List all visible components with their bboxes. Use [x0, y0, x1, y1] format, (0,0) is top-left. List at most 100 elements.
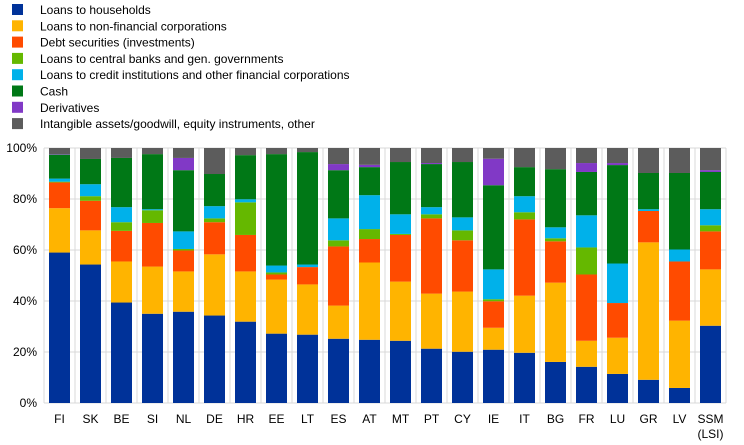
bar-segment: [576, 215, 597, 248]
x-tick-label-line: LV: [673, 412, 687, 426]
y-tick-label: 0%: [20, 396, 38, 410]
bar-segment: [235, 148, 256, 156]
bar-segment: [514, 167, 535, 197]
bar-segment: [483, 158, 504, 186]
bar-segment: [452, 291, 473, 352]
x-tick-label: CY: [454, 412, 471, 426]
bar-segment: [266, 333, 287, 403]
bar-segment: [483, 185, 504, 270]
legend-item: Loans to central banks and gen. governme…: [12, 52, 284, 66]
bar-stack: [545, 148, 566, 403]
bar-stack: [421, 148, 442, 403]
x-tick-label-line: NL: [176, 412, 192, 426]
legend-swatch: [12, 20, 23, 32]
bar-segment: [483, 349, 504, 403]
bar-segment: [514, 352, 535, 403]
bar-segment: [49, 182, 70, 209]
bar-segment: [638, 172, 659, 210]
bar-segment: [421, 207, 442, 215]
x-tick-label: AT: [362, 412, 377, 426]
bar-segment: [638, 209, 659, 211]
bar-segment: [390, 340, 411, 403]
y-tick-label: 40%: [13, 294, 37, 308]
bar-segment: [173, 157, 194, 171]
bar-segment: [514, 212, 535, 220]
x-tick-label: SI: [147, 412, 158, 426]
x-tick-label-line: ES: [330, 412, 346, 426]
bar-segment: [359, 148, 380, 165]
bar-segment: [390, 148, 411, 163]
legend-item: Debt securities (investments): [12, 36, 195, 50]
bar-segment: [328, 338, 349, 403]
bar-segment: [669, 148, 690, 173]
x-tick-label: BG: [547, 412, 564, 426]
bar-segment: [576, 366, 597, 403]
bar-segment: [297, 152, 318, 265]
bar-segment: [576, 274, 597, 341]
x-tick-label: LV: [673, 412, 687, 426]
bar-segment: [235, 234, 256, 272]
legend-item: Cash: [12, 85, 68, 99]
x-tick-label-line: IE: [488, 412, 499, 426]
bars: [49, 148, 721, 403]
bar-segment: [359, 262, 380, 340]
legend-swatch: [12, 101, 23, 113]
bar-segment: [421, 164, 442, 208]
bar-stack: [142, 148, 163, 403]
legend-item: Derivatives: [12, 101, 99, 115]
bar-segment: [111, 222, 132, 231]
bar-stack: [638, 148, 659, 403]
bar-segment: [297, 284, 318, 335]
bar-segment: [142, 148, 163, 155]
bar-stack: [49, 148, 70, 403]
bar-stack: [390, 148, 411, 403]
x-tick-label-line: BE: [113, 412, 129, 426]
bar-segment: [421, 163, 442, 165]
bar-segment: [49, 178, 70, 182]
bar-segment: [390, 233, 411, 235]
bar-segment: [483, 301, 504, 328]
x-tick-label: PT: [424, 412, 440, 426]
legend-item: Loans to non-financial corporations: [12, 19, 227, 33]
bar-segment: [607, 337, 628, 374]
bar-segment: [607, 373, 628, 403]
x-tick-label: ES: [330, 412, 346, 426]
bar-segment: [700, 325, 721, 403]
bar-segment: [638, 148, 659, 173]
bar-segment: [111, 148, 132, 158]
bar-segment: [669, 249, 690, 262]
bar-segment: [49, 208, 70, 253]
bar-segment: [111, 157, 132, 208]
x-tick-label: LT: [301, 412, 315, 426]
bar-segment: [297, 267, 318, 285]
bar-segment: [173, 311, 194, 403]
bar-segment: [576, 163, 597, 172]
x-tick-label-line: CY: [454, 412, 471, 426]
bar-segment: [576, 340, 597, 367]
bar-segment: [235, 202, 256, 235]
y-tick-label: 100%: [6, 141, 37, 155]
bar-segment: [297, 148, 318, 153]
bar-stack: [111, 148, 132, 403]
bar-segment: [266, 279, 287, 334]
bar-segment: [545, 238, 566, 242]
x-tick-label-line: LT: [301, 412, 315, 426]
bar-segment: [204, 148, 225, 175]
bar-segment: [452, 230, 473, 241]
bar-segment: [421, 348, 442, 403]
bar-segment: [80, 264, 101, 403]
bar-segment: [607, 303, 628, 338]
bar-segment: [421, 148, 442, 164]
bar-segment: [173, 170, 194, 232]
bar-segment: [669, 261, 690, 321]
bar-segment: [173, 271, 194, 312]
bar-segment: [204, 174, 225, 207]
bar-segment: [607, 163, 628, 166]
y-tick-label: 60%: [13, 243, 37, 257]
x-tick-label-line: AT: [362, 412, 377, 426]
x-tick-label: GR: [640, 412, 658, 426]
bar-stack: [576, 148, 597, 403]
bar-segment: [607, 148, 628, 164]
legend-label: Loans to households: [40, 3, 151, 17]
